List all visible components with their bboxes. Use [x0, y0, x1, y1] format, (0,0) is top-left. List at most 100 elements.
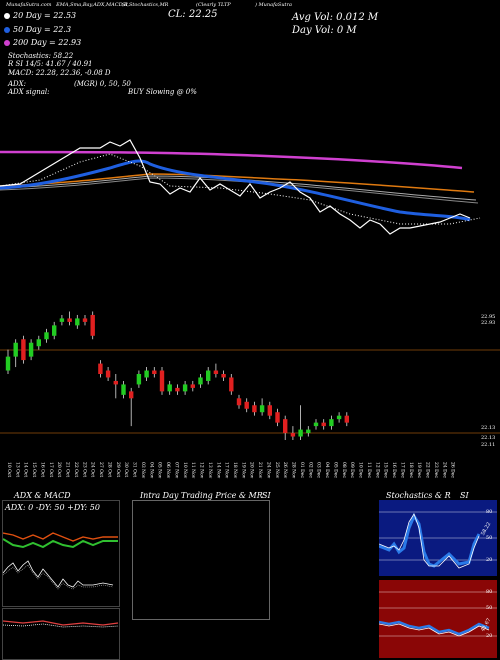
macd-line-2: [3, 564, 114, 590]
header-indicators-2: SI,Stochastics,MR: [122, 2, 169, 8]
macd-readout: MACD: 22.28, 22.36, -0.08 D: [8, 69, 111, 77]
price-label-3: 22.11: [481, 442, 496, 448]
candle-body: [198, 377, 203, 385]
date-tick-label: 28 Nov: [291, 462, 297, 479]
candles: [5, 311, 349, 440]
candle-body: [159, 370, 165, 392]
candle-body: [136, 374, 142, 385]
candle-body: [252, 405, 257, 413]
header-symbol: (Clearly TLTP: [196, 2, 231, 8]
candle-body: [44, 332, 49, 340]
candle-body: [229, 377, 234, 392]
candle-body: [21, 339, 26, 361]
date-tick-label: 31 Oct: [132, 462, 138, 477]
date-tick-label: 21 Nov: [257, 462, 263, 479]
candle-body: [59, 318, 65, 322]
adx-panel-title: ADX & MACD: [14, 491, 71, 500]
date-tick-label: 18 Nov: [232, 462, 238, 479]
date-tick-label: 09 Dec: [349, 462, 355, 478]
candle-body: [167, 384, 172, 392]
adx-readout: ADX:: [8, 80, 27, 88]
candle-body: [82, 318, 88, 322]
date-tick-label: 06 Nov: [165, 462, 171, 479]
candle-body: [5, 356, 11, 371]
date-tick-label: 17 Oct: [48, 462, 54, 477]
candle-body: [306, 429, 311, 434]
date-tick-label: 16 Dec: [391, 462, 397, 478]
date-tick-label: 24 Dec: [441, 462, 447, 478]
mr-red-line: [3, 620, 119, 626]
date-tick-label: 05 Nov: [157, 462, 163, 479]
mr-dotted-line: [3, 623, 119, 628]
date-tick-label: 12 Nov: [199, 462, 205, 479]
candlestick-chart: [0, 311, 500, 440]
legend-20day: 20 Day = 22.53: [4, 11, 76, 20]
date-tick-label: 20 Nov: [249, 462, 255, 479]
header-indicators: EMA,Sma,Bay,ADX,MACD,R: [56, 2, 128, 8]
rsi-blue-line: [379, 620, 490, 636]
legend-dot-200: [4, 40, 10, 46]
date-tick-label: 12 Dec: [374, 462, 380, 478]
candle-body: [298, 429, 303, 437]
candle-body: [90, 314, 95, 336]
legend-dot-50: [4, 27, 10, 33]
avg-volume: Avg Vol: 0.012 M: [292, 12, 379, 23]
adx-green-line: [3, 538, 118, 549]
header-site-label: ) MunafaSutra: [255, 2, 292, 8]
candle-body: [336, 415, 342, 420]
candle-body: [28, 342, 34, 357]
date-tick-label: 23 Oct: [81, 462, 87, 477]
rsi-level-20: 20: [486, 633, 493, 639]
date-tick-label: 23 Dec: [433, 462, 439, 478]
date-tick-label: 19 Dec: [416, 462, 422, 478]
stoch-white-line: [379, 513, 480, 569]
stoch-level-80: 80: [486, 509, 493, 515]
intraday-panel: [132, 500, 270, 620]
buy-signal: BUY Slowing @ 0%: [128, 88, 197, 96]
date-tick-label: 15 Oct: [31, 462, 37, 477]
candle-body: [105, 370, 111, 378]
mgr-readout: (MGR) 0, 50, 50: [74, 80, 131, 88]
date-tick-label: 17 Dec: [399, 462, 405, 478]
mr-lines: [3, 620, 119, 628]
price-label-top-2: 22.93: [481, 320, 496, 326]
candle-body: [182, 384, 188, 392]
candle-body: [13, 342, 18, 357]
date-tick-label: 02 Dec: [307, 462, 313, 478]
candle-body: [113, 380, 118, 385]
price-label-2: 22.13: [481, 435, 496, 441]
date-tick-label: 01 Dec: [299, 462, 305, 478]
rsi-level-50: 50: [486, 605, 493, 611]
candle-body: [121, 384, 126, 395]
date-tick-label: 27 Oct: [98, 462, 104, 477]
adx-signal: ADX signal:: [8, 88, 50, 96]
date-axis: 10 Oct 13 Oct 14 Oct 15 Oct 16 Oct 17 Oct 20 O…: [6, 462, 456, 479]
legend-dot-20: [4, 13, 10, 19]
date-tick-label: 22 Dec: [425, 462, 431, 478]
date-tick-label: 24 Oct: [90, 462, 96, 477]
date-tick-label: 18 Dec: [408, 462, 414, 478]
date-tick-label: 16 Oct: [39, 462, 45, 477]
date-tick-label: 07 Nov: [173, 462, 179, 479]
stoch-level-50: 50: [486, 535, 493, 541]
candle-body: [67, 318, 72, 322]
rsi-level-80: 80: [486, 589, 493, 595]
candle-body: [329, 419, 334, 427]
date-tick-label: 10 Nov: [182, 462, 188, 479]
candle-body: [221, 374, 226, 378]
ma50-line: [0, 159, 471, 222]
legend-200day: 200 Day = 22.93: [4, 38, 81, 47]
date-tick-label: 10 Dec: [358, 462, 364, 478]
dotted-line: [0, 153, 481, 225]
date-tick-label: 17 Nov: [224, 462, 230, 479]
orange-ma-line: [0, 173, 475, 193]
candle-body: [190, 384, 195, 388]
candle-body: [344, 415, 349, 423]
candle-body: [259, 405, 265, 413]
date-tick-label: 14 Oct: [23, 462, 29, 477]
date-tick-label: 26 Nov: [282, 462, 288, 479]
date-tick-label: 25 Nov: [274, 462, 280, 479]
candle-body: [52, 325, 57, 336]
date-tick-label: 14 Nov: [215, 462, 221, 479]
candle-body: [275, 412, 280, 423]
